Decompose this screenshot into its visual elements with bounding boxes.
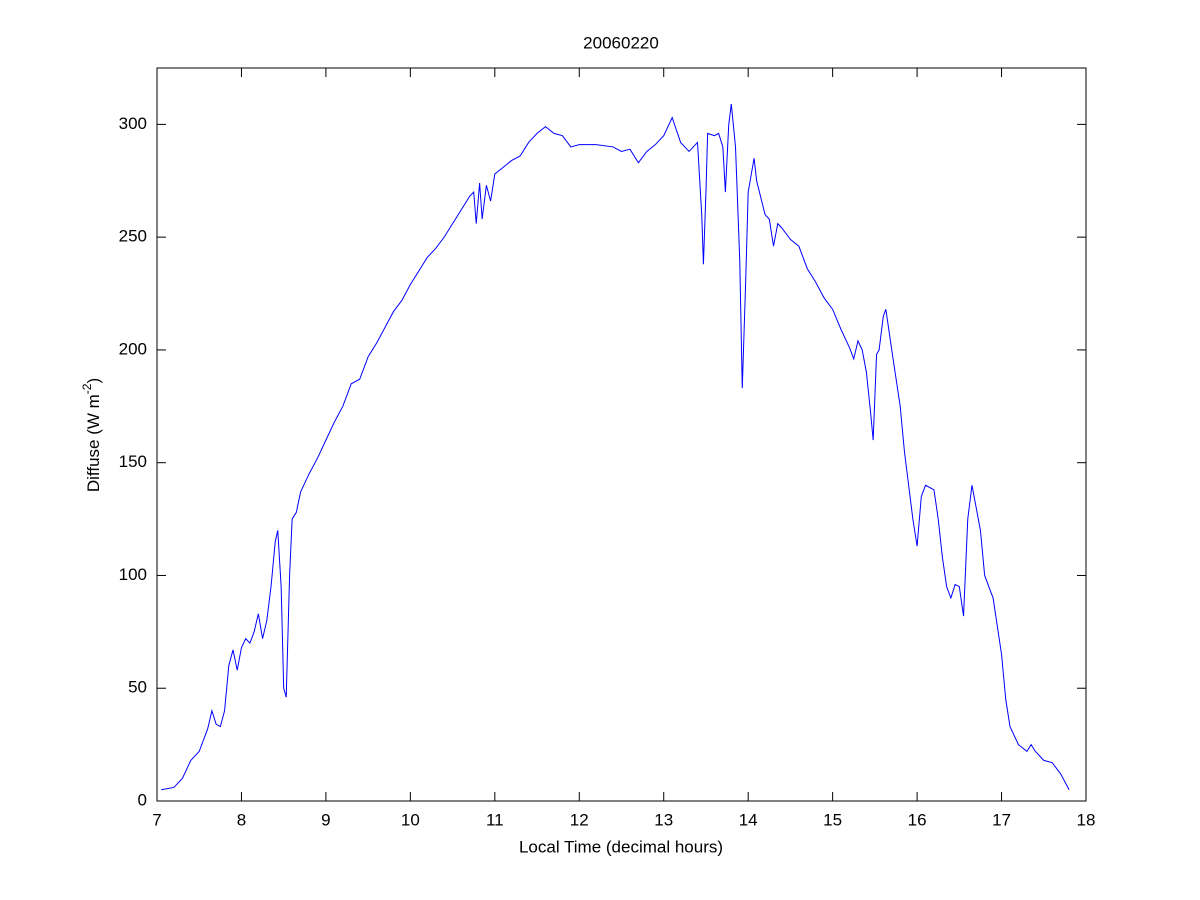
y-tick-label: 150: [119, 452, 147, 471]
y-tick-label: 50: [128, 678, 147, 697]
x-tick-label: 17: [992, 810, 1011, 829]
chart-title: 20060220: [583, 33, 659, 52]
x-axis-label: Local Time (decimal hours): [519, 837, 723, 856]
y-axis-label-suffix: ): [84, 378, 103, 384]
x-tick-label: 14: [739, 810, 758, 829]
x-tick-label: 15: [823, 810, 842, 829]
x-tick-label: 18: [1077, 810, 1096, 829]
y-tick-label: 100: [119, 565, 147, 584]
x-tick-label: 7: [152, 810, 161, 829]
y-axis-label-superscript: -2: [80, 383, 94, 394]
x-tick-label: 8: [237, 810, 246, 829]
y-axis-label: Diffuse (W m-2): [80, 378, 103, 492]
x-tick-label: 11: [486, 810, 504, 829]
y-tick-label: 200: [119, 339, 147, 358]
data-line: [161, 104, 1070, 791]
y-tick-label: 250: [119, 227, 147, 246]
x-tick-label: 10: [401, 810, 420, 829]
y-tick-label: 0: [138, 790, 147, 809]
y-axis-label-text: Diffuse (W m: [84, 394, 103, 492]
y-tick-label: 300: [119, 114, 147, 133]
x-tick-label: 12: [570, 810, 589, 829]
plot-frame: [156, 67, 1087, 802]
x-tick-label: 13: [654, 810, 673, 829]
x-tick-label: 9: [321, 810, 330, 829]
x-tick-label: 16: [908, 810, 927, 829]
